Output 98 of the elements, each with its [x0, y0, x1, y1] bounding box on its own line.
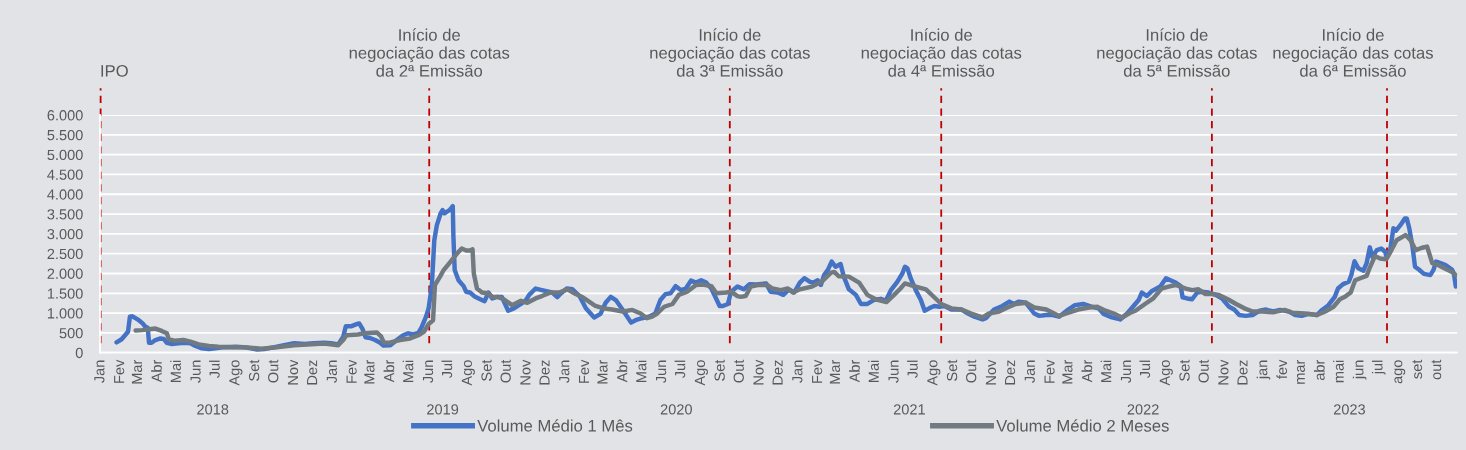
- x-tick-label: mai: [1333, 360, 1344, 383]
- x-tick-label: Set: [248, 359, 260, 381]
- ref-line-label: Início de negociação das cotas da 4ª Emissão: [861, 28, 1022, 77]
- x-tick-label: Set: [946, 359, 958, 381]
- x2-tick-label: 2023: [1333, 404, 1366, 415]
- x-tick-label: Fev: [346, 359, 357, 383]
- y-tick-label: 4.500: [47, 169, 83, 180]
- x-tick-label: Dez: [1005, 360, 1016, 385]
- x-tick-label: Jul: [907, 360, 918, 379]
- y-tick-label: 5.500: [47, 129, 83, 141]
- y-tick-label: 5.000: [47, 149, 83, 161]
- x-tick-label: abr: [1313, 359, 1325, 381]
- x-tick-label: Mai: [1100, 360, 1112, 382]
- x-tick-label: Out: [500, 359, 511, 383]
- x-tick-label: Nov: [985, 359, 997, 385]
- x-tick-label: Out: [733, 359, 744, 383]
- x-tick-label: Jun: [422, 360, 434, 383]
- ref-line-label: Início de negociação das cotas da 2ª Emissão: [349, 28, 510, 77]
- x-tick-label: Fev: [114, 359, 125, 383]
- x-tick-label: ago: [1394, 360, 1406, 384]
- x-tick-label: Fev: [812, 359, 823, 383]
- ref-line-label: IPO: [101, 64, 128, 77]
- x-tick-label: Jan: [94, 360, 105, 383]
- x-tick-label: Abr: [616, 359, 628, 383]
- x-tick-label: set: [1412, 359, 1423, 379]
- x-tick-label: Set: [481, 359, 492, 381]
- x-tick-label: out: [1431, 359, 1442, 380]
- x-tick-label: jun: [1352, 360, 1367, 380]
- x-tick-label: Fev: [1044, 359, 1055, 383]
- x-tick-label: Jul: [1139, 360, 1151, 379]
- y-tick-label: 6.000: [47, 110, 83, 121]
- x-tick-label: Set: [714, 359, 725, 381]
- x2-tick-label: 2019: [427, 404, 459, 415]
- x-tick-label: Abr: [849, 359, 860, 383]
- x-tick-label: Ago: [229, 360, 243, 386]
- x-tick-label: Jan: [326, 360, 337, 383]
- x-tick-label: Dez: [307, 360, 318, 385]
- x-tick-label: Nov: [753, 359, 764, 385]
- y-tick-label: 3.500: [47, 209, 83, 220]
- x-tick-label: Jan: [1024, 360, 1035, 383]
- x-tick-label: Abr: [151, 359, 162, 383]
- x-tick-label: mar: [1296, 359, 1305, 384]
- x-tick-label: Jun: [1120, 360, 1132, 383]
- x-tick-label: Jan: [792, 360, 803, 383]
- x-tick-label: fev: [1276, 359, 1288, 379]
- y-tick-label: 2.000: [47, 268, 83, 279]
- y-tick-label: 4.000: [47, 189, 83, 200]
- x-tick-label: Out: [268, 359, 279, 383]
- x-tick-label: Ago: [461, 360, 475, 386]
- y-tick-label: 0: [75, 347, 83, 359]
- x-tick-label: Out: [966, 359, 977, 383]
- x-tick-label: Ago: [927, 360, 941, 386]
- ref-line-label: Início de negociação das cotas da 3ª Emissão: [650, 28, 810, 77]
- x-tick-label: jul: [1371, 360, 1386, 375]
- x-tick-label: Jun: [888, 360, 899, 383]
- x-tick-label: Jan: [559, 360, 570, 383]
- x-tick-label: Dez: [772, 360, 783, 385]
- legend-label: Volume Médio 1 Mês: [477, 419, 633, 432]
- x-tick-label: Dez: [539, 360, 550, 385]
- x-tick-label: Mar: [364, 359, 375, 384]
- x-tick-label: Mar: [597, 359, 608, 384]
- x-tick-label: Ago: [1159, 360, 1173, 386]
- x-tick-label: Jun: [656, 360, 667, 383]
- y-tick-label: 500: [59, 328, 83, 339]
- x-tick-label: jan: [1256, 360, 1271, 380]
- x-tick-label: Nov: [287, 359, 299, 385]
- x-tick-label: Mar: [131, 359, 143, 384]
- x-tick-label: Jun: [190, 360, 201, 383]
- legend-label: Volume Médio 2 Meses: [996, 419, 1169, 432]
- x-tick-label: Out: [1198, 359, 1209, 383]
- x-tick-label: Nov: [520, 359, 531, 385]
- x-tick-label: Jul: [209, 360, 220, 379]
- x-tick-label: Mai: [868, 360, 879, 382]
- x-tick-label: Mar: [1062, 359, 1073, 384]
- ref-line-label: Início de negociação das cotas da 5ª Emissão: [1097, 28, 1257, 77]
- x-tick-label: Mai: [170, 360, 181, 382]
- x2-tick-label: 2020: [660, 404, 692, 415]
- x2-tick-label: 2018: [197, 404, 229, 415]
- x-tick-label: Mai: [402, 360, 414, 382]
- y-tick-label: 1.000: [47, 308, 83, 319]
- y-tick-label: 1.500: [47, 288, 83, 299]
- line-series: [133, 232, 1458, 351]
- x-tick-label: Abr: [1081, 359, 1093, 383]
- x-tick-label: Nov: [1218, 359, 1229, 385]
- x-tick-label: Abr: [383, 359, 395, 383]
- x-tick-label: Dez: [1237, 360, 1248, 385]
- x-tick-label: Mai: [635, 360, 647, 382]
- x-tick-label: Fev: [578, 359, 590, 383]
- x-tick-label: Ago: [694, 360, 708, 386]
- x-tick-label: Jul: [674, 360, 686, 379]
- x-tick-label: Jul: [441, 360, 453, 379]
- y-tick-label: 2.500: [47, 248, 83, 260]
- x2-tick-label: 2022: [1127, 404, 1159, 415]
- x-tick-label: Set: [1179, 359, 1190, 381]
- x2-tick-label: 2021: [893, 404, 925, 415]
- y-tick-label: 3.000: [47, 228, 83, 240]
- x-tick-label: Mar: [829, 359, 841, 384]
- ref-line-label: Início de negociação das cotas da 6ª Emissão: [1273, 28, 1433, 77]
